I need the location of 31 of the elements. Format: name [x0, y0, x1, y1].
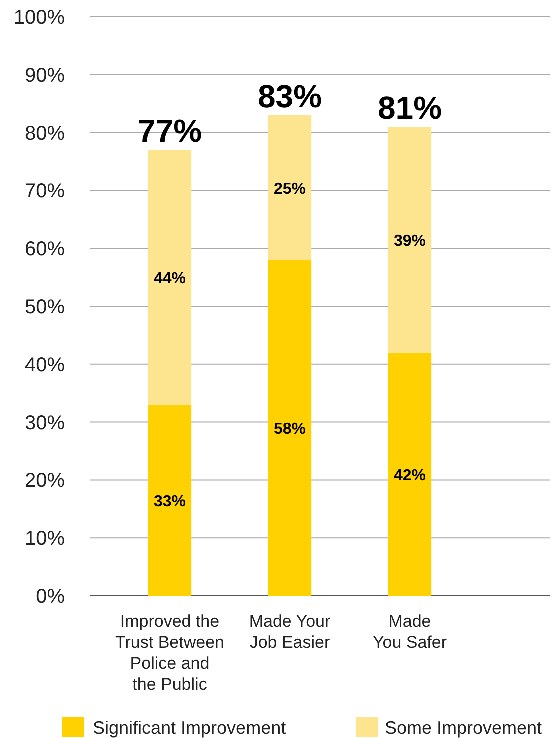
y-tick-label: 40%	[24, 354, 66, 376]
y-tick-label: 50%	[24, 296, 66, 318]
x-tick-label: Improved the Trust Between Police and the Public	[116, 612, 224, 694]
data-label: 33%	[154, 493, 186, 510]
bar	[268, 115, 312, 260]
bar	[148, 404, 192, 596]
data-label: 58%	[274, 421, 306, 438]
legend-label: Significant Improvement	[93, 718, 286, 738]
data-label: 42%	[394, 467, 426, 484]
total-label: 77%	[138, 113, 202, 150]
x-tick-label: Made Your Job Easier	[249, 612, 331, 652]
y-tick-label: 0%	[36, 586, 66, 608]
bar	[268, 260, 312, 596]
y-tick-label: 100%	[14, 7, 66, 29]
y-tick-label: 10%	[24, 528, 66, 550]
y-tick-label: 30%	[24, 412, 66, 434]
y-tick-label: 20%	[24, 470, 66, 492]
total-label: 81%	[378, 90, 442, 126]
y-tick-label: 60%	[24, 238, 66, 261]
x-tick-label: Made You Safer	[372, 612, 448, 652]
y-tick-label: 70%	[24, 180, 66, 203]
data-label: 44%	[154, 270, 186, 288]
y-tick-label: 90%	[24, 64, 66, 87]
bar	[388, 127, 432, 353]
total-label: 83%	[258, 78, 322, 114]
legend-label: Some Improvement	[385, 718, 542, 738]
bar	[388, 352, 432, 596]
bar	[148, 150, 192, 405]
data-label: 25%	[274, 180, 306, 198]
y-tick-label: 80%	[24, 122, 66, 145]
data-label: 39%	[394, 232, 426, 250]
